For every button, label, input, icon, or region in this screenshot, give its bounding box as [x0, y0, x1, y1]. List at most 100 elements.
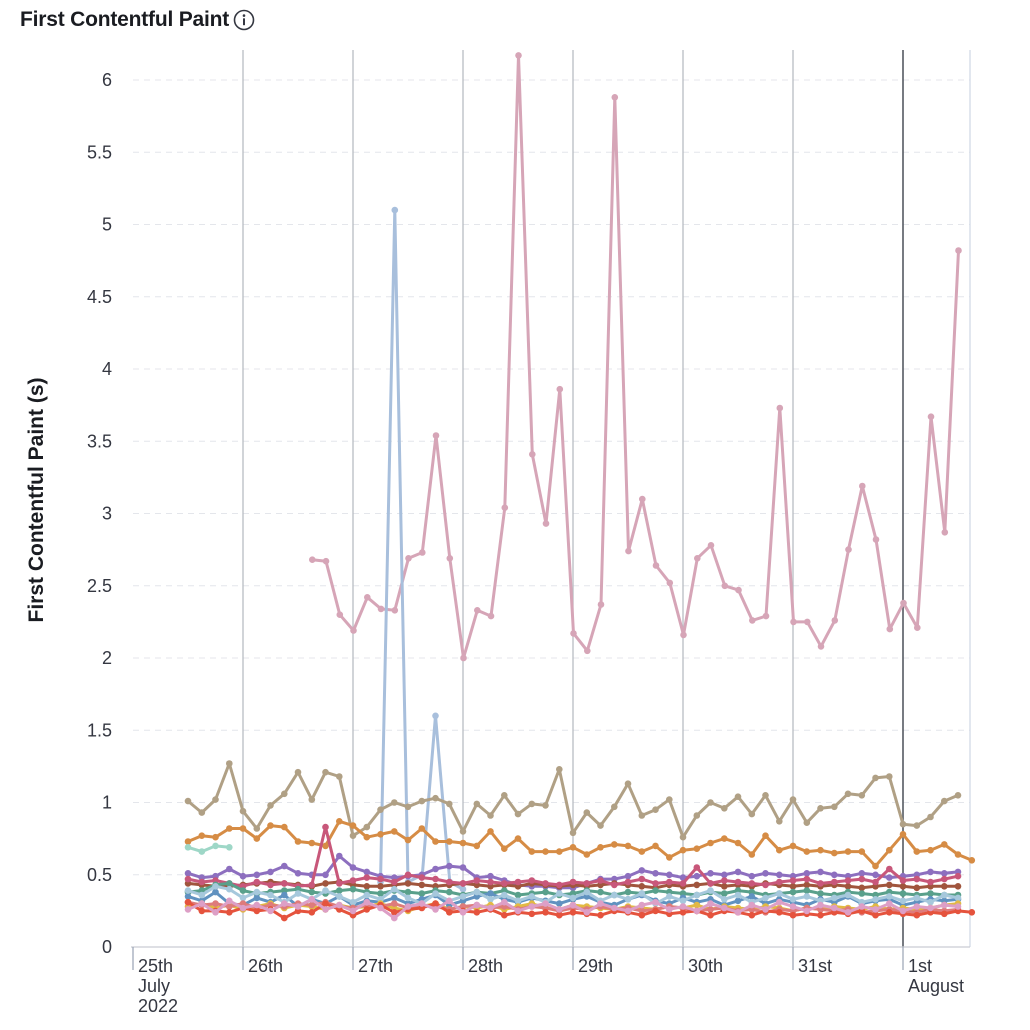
data-point [927, 878, 934, 886]
data-point [624, 878, 632, 886]
info-icon[interactable] [233, 9, 255, 31]
data-point [377, 890, 384, 897]
data-point [804, 618, 811, 626]
y-tick-label: 0.5 [87, 865, 112, 885]
data-point [322, 900, 329, 907]
x-tick-label: July [138, 976, 170, 996]
data-point [528, 877, 536, 884]
series-3 [184, 818, 976, 870]
data-point [487, 878, 494, 886]
data-point [473, 888, 481, 896]
data-point [899, 907, 907, 915]
data-point [831, 849, 838, 857]
data-point [858, 875, 866, 883]
data-point [363, 883, 371, 890]
data-point [308, 796, 316, 803]
data-point [913, 894, 921, 902]
data-point [886, 773, 893, 780]
data-point [391, 900, 398, 907]
data-point [198, 891, 206, 899]
y-tick-label: 0 [102, 937, 112, 957]
data-point [597, 888, 604, 896]
data-point [308, 839, 316, 847]
data-point [762, 792, 769, 799]
series-line [310, 53, 960, 660]
data-point [721, 582, 729, 590]
data-point [611, 904, 618, 912]
data-point [803, 907, 811, 915]
data-point [473, 901, 481, 909]
data-point [913, 884, 921, 892]
data-point [556, 890, 563, 897]
data-point [789, 877, 797, 884]
data-point [309, 556, 316, 563]
data-point [611, 881, 618, 889]
data-point [514, 907, 522, 915]
data-point [377, 904, 384, 912]
data-point [459, 839, 467, 847]
data-point [803, 848, 811, 855]
data-point [336, 818, 343, 825]
data-point [776, 818, 783, 825]
data-point [583, 809, 591, 816]
data-point [886, 846, 893, 854]
data-point [597, 911, 604, 919]
data-point [336, 880, 343, 887]
data-point [597, 601, 605, 608]
data-point [954, 903, 962, 910]
data-point [941, 529, 949, 536]
data-point [514, 878, 522, 886]
data-point [831, 871, 838, 879]
data-point [817, 890, 824, 897]
data-point [639, 495, 646, 503]
data-point [570, 630, 577, 637]
data-point [281, 823, 288, 831]
data-point [267, 891, 274, 899]
data-point [542, 848, 549, 855]
data-point [542, 909, 549, 916]
data-point [652, 880, 659, 887]
data-point [226, 844, 233, 851]
data-point [789, 883, 797, 890]
data-point [844, 790, 852, 798]
data-point [666, 579, 674, 587]
data-point [267, 907, 274, 915]
x-tick-label: 30th [688, 956, 723, 976]
series-2 [184, 760, 962, 841]
data-point [528, 893, 536, 900]
data-point [556, 906, 563, 913]
data-point [707, 906, 714, 913]
data-point [583, 851, 591, 858]
data-point [914, 624, 921, 631]
data-point [817, 846, 824, 854]
data-point [418, 874, 426, 881]
data-point [404, 880, 412, 887]
data-point [473, 842, 481, 850]
data-point [652, 806, 659, 813]
data-point [226, 885, 233, 893]
data-point [404, 903, 412, 910]
data-point [294, 903, 302, 910]
data-point [872, 906, 879, 913]
data-point [789, 796, 797, 803]
data-point [624, 780, 632, 787]
data-point [721, 890, 728, 897]
data-point [872, 911, 879, 919]
data-point [625, 547, 632, 555]
data-point [391, 799, 398, 806]
data-point [941, 841, 948, 848]
data-point [542, 802, 549, 809]
y-tick-label: 2.5 [87, 576, 112, 596]
y-tick-label: 6 [102, 70, 112, 90]
data-point [377, 605, 385, 613]
data-point [501, 845, 508, 852]
data-point [886, 874, 893, 881]
data-point [679, 846, 687, 854]
data-point [432, 794, 439, 802]
data-point [817, 880, 824, 887]
data-point [322, 887, 329, 894]
data-point [239, 807, 247, 815]
data-point [707, 839, 714, 847]
data-point [322, 842, 329, 850]
data-point [212, 900, 219, 907]
